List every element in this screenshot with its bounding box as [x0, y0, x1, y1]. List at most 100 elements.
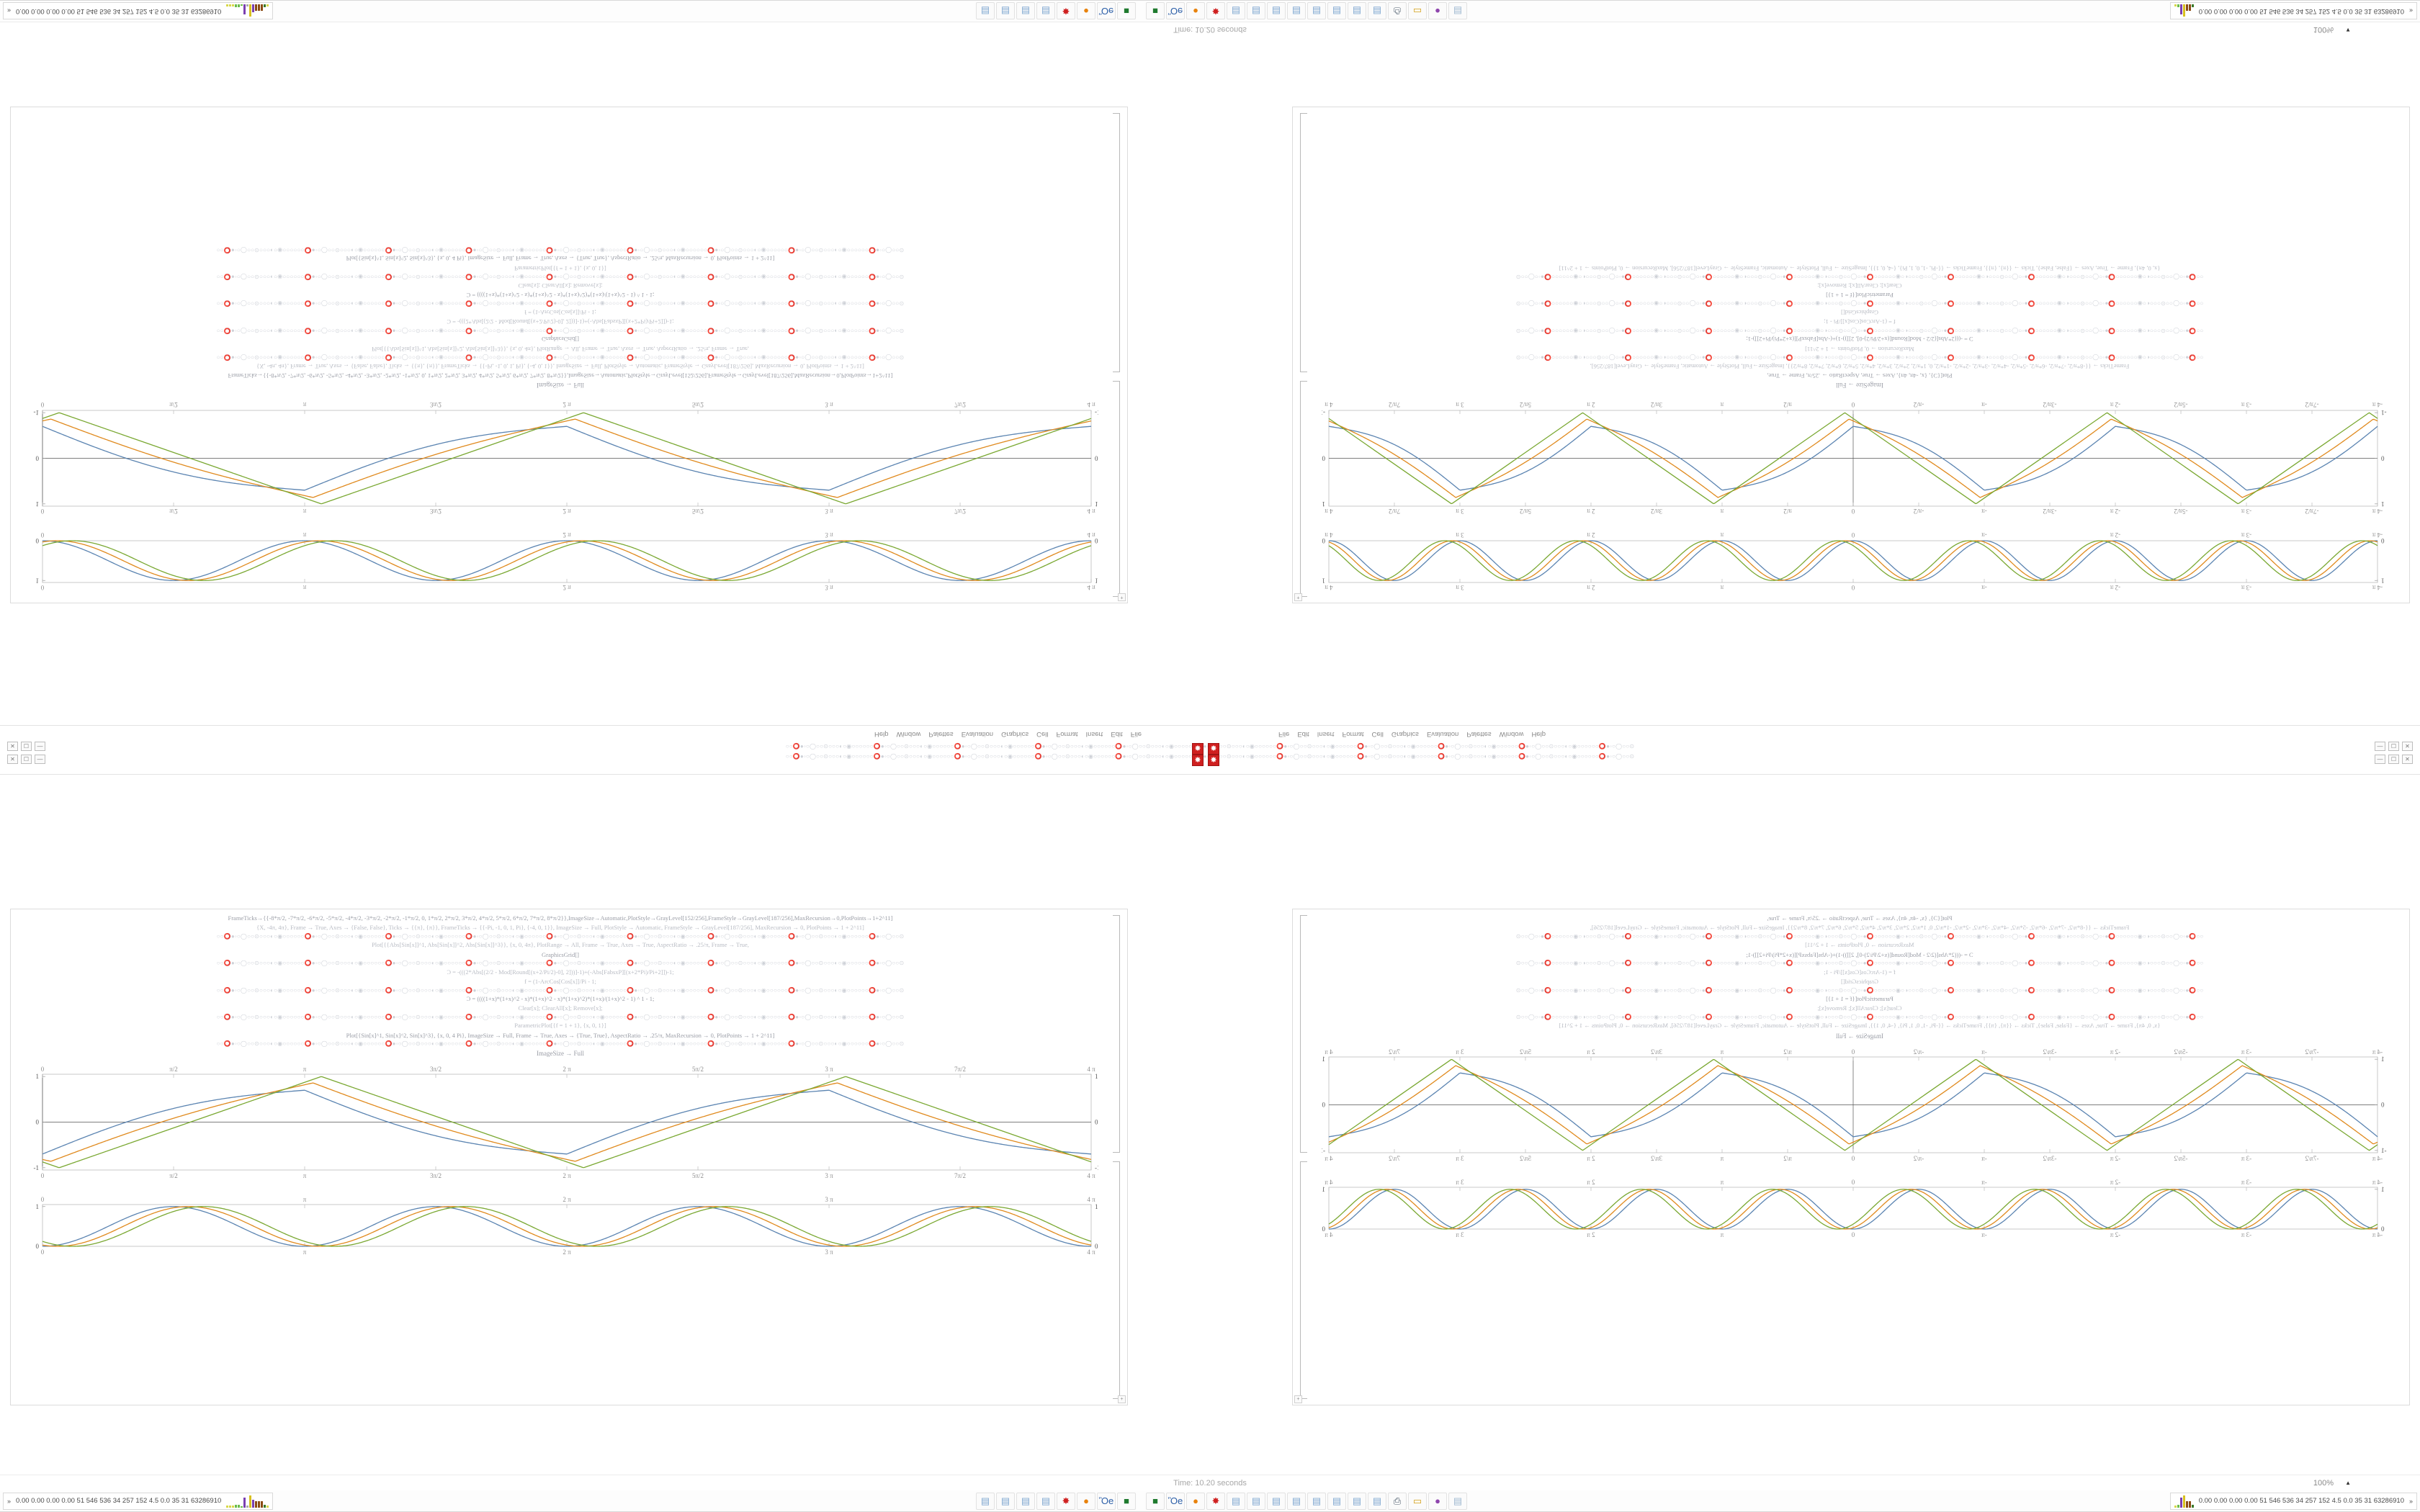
- taskbar-apps-left-bottom[interactable]: ▤ ▤ ▤ ▤ ✸ ● Ὃe ■: [976, 1492, 1136, 1510]
- app-notepad-8-icon[interactable]: ▤: [1287, 1492, 1306, 1510]
- app-printer-icon[interactable]: ⎙: [1388, 2, 1407, 20]
- app-notepad-10-icon[interactable]: ▤: [1327, 2, 1346, 20]
- menu-items-a[interactable]: Help Window Palettes Evaluation Graphics Cell…: [874, 731, 1142, 739]
- app-notepad-5-icon[interactable]: ▤: [1227, 1492, 1245, 1510]
- cell-bracket-tl-1[interactable]: [1113, 381, 1120, 597]
- code-line[interactable]: {X, -4π, 4π}, Frame → True, Axes → {Fals…: [256, 924, 864, 932]
- code-line[interactable]: f = (1-ArcCos[Cos[x]]/Pi - 1;: [1824, 968, 1896, 976]
- app-terminal-2-icon[interactable]: ■: [1146, 2, 1165, 20]
- code-line[interactable]: Ɔ = -(((2*Abs[(2/2 - Mod[Round[(x+2/Pi/2…: [1746, 336, 1973, 343]
- code-line[interactable]: {x, 0, 4π}, Frame → True, Axes → {False,…: [1559, 1022, 2161, 1030]
- plot-triangle-br[interactable]: -4 π -4 π -7π/2 -7π/2 -3 π -3 π -5π/2 -5π/2 -2 π…: [1317, 1045, 2402, 1171]
- cell-bracket-tl-2[interactable]: [1113, 113, 1120, 372]
- code-line[interactable]: GraphicsGrid[]: [1841, 978, 1878, 986]
- code-line[interactable]: FrameTicks→{{-8*π/2, -7*π/2, -6*π/2, -5*…: [228, 372, 893, 379]
- menu-item-cell[interactable]: Cell: [1036, 730, 1049, 739]
- app-notepad-8-icon[interactable]: ▤: [1287, 2, 1306, 20]
- taskbar-bottom[interactable]: » 0.00 0.00 0.00 0.00 51 546 536 34 257 …: [0, 1490, 2420, 1512]
- app-printer-icon[interactable]: ⎙: [1388, 1492, 1407, 1510]
- scroll-nub-br[interactable]: +: [1294, 1395, 1302, 1403]
- cell-bracket-bl-2[interactable]: [1113, 1161, 1120, 1399]
- code-line[interactable]: Ɔ = -(((2*Abs[(2/2 - Mod[Round[(x+2/Pi/2…: [447, 318, 674, 326]
- code-line[interactable]: Plot[{{Abs[Sin[x]]^1, Abs[Sin[x]]^2, Abs…: [372, 941, 749, 949]
- app-notepad-7-icon[interactable]: ▤: [1267, 1492, 1286, 1510]
- close-icon-b[interactable]: ✕: [7, 755, 18, 764]
- system-monitor-top[interactable]: » 0.00 0.00 0.00 0.00 51 546 536 34 257 …: [3, 2, 274, 20]
- mathematica-kernel-icon-3[interactable]: ✸: [1192, 755, 1204, 766]
- app-notepad-9-icon[interactable]: ▤: [1307, 2, 1326, 20]
- menu-item-insert[interactable]: Insert: [1317, 730, 1335, 739]
- code-line[interactable]: ParametricPlot[{f = 1 + 1}, {x, 0, 1}]: [514, 264, 606, 272]
- sysmon-caret-icon-4[interactable]: »: [2408, 1497, 2413, 1505]
- app-doc-icon[interactable]: ▤: [1448, 2, 1467, 20]
- menu-item-evaluation[interactable]: Evaluation: [1426, 730, 1459, 739]
- code-line[interactable]: Plot[{Sin[x]^1, Sin[x]^2, Sin[x]^3}, {x,…: [346, 1031, 775, 1039]
- window-controls-left-a[interactable]: ✕ ☐ —: [7, 742, 45, 751]
- window-controls-right-b[interactable]: — ☐ ✕: [2375, 755, 2413, 764]
- menu-item-file[interactable]: File: [1130, 730, 1142, 739]
- cell-bracket-br-2[interactable]: [1300, 1161, 1307, 1399]
- system-monitor-bottom-2[interactable]: 0.00 0.00 0.00 0.00 51 546 536 34 257 15…: [2169, 1492, 2417, 1510]
- restore-icon-d[interactable]: ☐: [2388, 755, 2399, 764]
- notebook-window-bottom-right[interactable]: Plot[{Ɔ}, {x, -4π, 4π}, Axes → True, Asp…: [1292, 909, 2410, 1405]
- kernel-badges-row-a[interactable]: ✸ ✸: [1192, 743, 1219, 755]
- zoom-caret-icon-bottom[interactable]: ▲: [2345, 1480, 2351, 1486]
- app-notepad-10-icon[interactable]: ▤: [1327, 1492, 1346, 1510]
- code-line[interactable]: FrameTicks→{{-8*π/2, -7*π/2, -6*π/2, -5*…: [228, 914, 893, 922]
- app-firefox-icon[interactable]: ●: [1077, 1492, 1095, 1510]
- menu-item-help[interactable]: Help: [874, 730, 889, 739]
- code-line[interactable]: GraphicsGrid[]: [542, 336, 579, 343]
- system-monitor-top-2[interactable]: 0.00 0.00 0.00 0.00 51 546 536 34 257 15…: [2169, 2, 2417, 20]
- code-line[interactable]: Clear[x]; ClearAll[x]; Remove[x];: [518, 282, 603, 289]
- code-line[interactable]: Clear[x]; ClearAll[x]; Remove[x];: [518, 1004, 603, 1012]
- code-cells-bl[interactable]: FrameTicks→{{-8*π/2, -7*π/2, -6*π/2, -5*…: [18, 914, 1103, 1048]
- code-line[interactable]: ParametricPlot[{f = 1 + 1}]: [1826, 292, 1894, 300]
- app-notepad-3-icon[interactable]: ▤: [1016, 1492, 1035, 1510]
- app-notepad-1-icon[interactable]: ▤: [976, 1492, 995, 1510]
- plot-container-cos2-br[interactable]: -4 π -4 π -3 π -3 π -2 π -2 π -π -π 0 0 π π 2 π 2 π 3 …: [1317, 1175, 2402, 1248]
- zoom-caret-icon-top[interactable]: ▼: [2345, 27, 2351, 33]
- menu-item-help[interactable]: Help: [1531, 730, 1546, 739]
- app-mathematica-1-icon[interactable]: ✸: [1057, 2, 1075, 20]
- app-folder-icon[interactable]: ▭: [1408, 1492, 1427, 1510]
- code-line[interactable]: Ɔ = -(((2*Abs[(2/2 - Mod[Round[(x+2/Pi/2…: [447, 968, 674, 976]
- taskbar-apps-right-top[interactable]: ■ Ὃe ● ✸ ▤ ▤ ▤ ▤ ▤ ▤ ▤ ▤ ⎙ ▭ ● ▤: [1146, 2, 1467, 20]
- kernel-badges-row-b[interactable]: ✸ ✸: [1192, 755, 1219, 766]
- taskbar-top[interactable]: » 0.00 0.00 0.00 0.00 51 546 536 34 257 …: [0, 0, 2420, 22]
- app-mathematica-1-icon[interactable]: ✸: [1057, 1492, 1075, 1510]
- code-line[interactable]: f = (1-ArcCos[Cos[x]]/Pi - 1;: [524, 308, 596, 316]
- window-controls-left-b[interactable]: ✕ ☐ —: [7, 755, 45, 764]
- notebook-window-top-right[interactable]: -4 π -4 π -3 π -3 π -2 π -2 π -π -π 0 0 π π 2 π 2 π 3 …: [1292, 107, 2410, 603]
- app-terminal-icon[interactable]: ■: [1117, 1492, 1136, 1510]
- app-save-2-icon[interactable]: Ὃe: [1166, 2, 1185, 20]
- plot-container-triangle-tl[interactable]: 0 0 π/2 π/2 π π 3π/2 3π/2 2 π 2 π 5π/2 5π/2 3 π 3 π 7π…: [18, 392, 1103, 518]
- menu-item-graphics[interactable]: Graphics: [1391, 730, 1419, 739]
- cell-bracket-tr-1[interactable]: [1300, 381, 1307, 597]
- menu-item-file[interactable]: File: [1278, 730, 1290, 739]
- menu-item-palettes[interactable]: Palettes: [928, 730, 954, 739]
- menu-item-format[interactable]: Format: [1056, 730, 1078, 739]
- app-save-icon[interactable]: Ὃe: [1097, 1492, 1116, 1510]
- plot-cos-squared-tr[interactable]: -4 π -4 π -3 π -3 π -2 π -2 π -π -π 0 0 π π 2 π 2 π 3 …: [1317, 522, 2402, 594]
- code-line[interactable]: Ɔ = ((((1+x)*(1+x)^2 - x)*(1+x)^2 - x)*(…: [466, 994, 655, 1002]
- app-save-icon[interactable]: Ὃe: [1097, 2, 1116, 20]
- plot-triangle-tl[interactable]: 0 0 π/2 π/2 π π 3π/2 3π/2 2 π 2 π 5π/2 5π/2 3 π 3 π 7π…: [18, 392, 1103, 518]
- sysmon-caret-icon-3[interactable]: »: [7, 1497, 12, 1505]
- code-line[interactable]: Clear[x]; ClearAll[x]; Remove[x];: [1817, 282, 1902, 289]
- scroll-nub-tr[interactable]: +: [1294, 593, 1302, 601]
- menu-items-b[interactable]: File Edit Insert Format Cell Graphics Evaluati…: [1278, 731, 1546, 739]
- scroll-nub-tl[interactable]: +: [1118, 593, 1126, 601]
- menu-item-edit[interactable]: Edit: [1297, 730, 1309, 739]
- restore-icon-a[interactable]: ☐: [21, 742, 32, 751]
- menu-item-cell[interactable]: Cell: [1371, 730, 1384, 739]
- app-notepad-4-icon[interactable]: ▤: [1036, 2, 1055, 20]
- mathematica-kernel-icon-2[interactable]: ✸: [1208, 743, 1219, 755]
- app-notepad-4-icon[interactable]: ▤: [1036, 1492, 1055, 1510]
- code-cells-tr[interactable]: Plot[{Ɔ}, {x, -4π, 4π}, Axes → True, Asp…: [1317, 263, 2402, 380]
- menu-item-window[interactable]: Window: [1499, 730, 1524, 739]
- menubar-mirrored-top[interactable]: Help Window Palettes Evaluation Graphics Cell…: [0, 729, 2420, 740]
- app-doc-icon[interactable]: ▤: [1448, 1492, 1467, 1510]
